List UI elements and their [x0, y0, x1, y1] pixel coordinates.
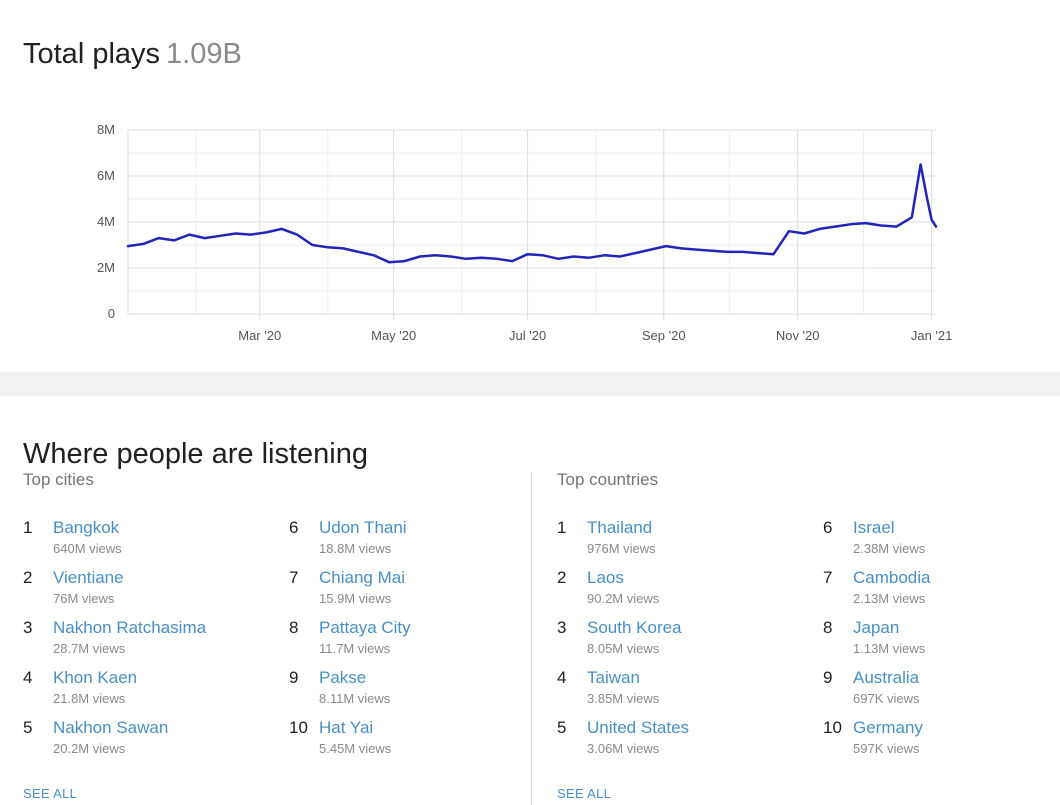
countries-rank: 2 [557, 568, 567, 587]
cities-views: 8.11M views [319, 691, 391, 706]
cities-name-link[interactable]: Nakhon Ratchasima [53, 618, 207, 637]
top-cities-title: Top cities [23, 470, 94, 489]
cities-rank: 9 [289, 668, 299, 687]
countries-name-link[interactable]: Taiwan [587, 668, 640, 687]
countries-views: 2.38M views [853, 541, 926, 556]
countries-views: 3.06M views [587, 741, 660, 756]
total-plays-value: 1.09B [166, 38, 242, 70]
countries-name-link[interactable]: Laos [587, 568, 624, 587]
countries-rank: 1 [557, 518, 567, 537]
y-tick-label: 8M [97, 122, 115, 137]
countries-views: 3.85M views [587, 691, 660, 706]
countries-rank: 6 [823, 518, 833, 537]
countries-rank: 5 [557, 718, 567, 737]
cities-rank: 2 [23, 568, 33, 587]
cities-rank: 1 [23, 518, 33, 537]
cities-rank: 6 [289, 518, 299, 537]
cities-rank: 5 [23, 718, 33, 737]
countries-views: 2.13M views [853, 591, 926, 606]
x-tick-label: Sep '20 [642, 328, 686, 343]
cities-name-link[interactable]: Pattaya City [319, 618, 411, 637]
cities-name-link[interactable]: Pakse [319, 668, 367, 687]
total-plays-label: Total plays [23, 38, 161, 70]
countries-rank: 9 [823, 668, 833, 687]
x-tick-label: Jul '20 [509, 328, 546, 343]
cities-rank: 3 [23, 618, 33, 637]
countries-name-link[interactable]: Australia [853, 668, 920, 687]
x-tick-label: Nov '20 [776, 328, 820, 343]
x-tick-label: May '20 [371, 328, 416, 343]
cities-name-link[interactable]: Hat Yai [319, 718, 374, 737]
countries-views: 90.2M views [587, 591, 660, 606]
x-tick-label: Mar '20 [238, 328, 281, 343]
x-tick-label: Jan '21 [911, 328, 953, 343]
countries-views: 8.05M views [587, 641, 660, 656]
countries-name-link[interactable]: South Korea [587, 618, 682, 637]
cities-views: 640M views [53, 541, 122, 556]
cities-name-link[interactable]: Nakhon Sawan [53, 718, 169, 737]
countries-views: 697K views [853, 691, 920, 706]
cities-views: 76M views [53, 591, 115, 606]
top-countries-title: Top countries [557, 470, 659, 489]
countries-views: 597K views [853, 741, 920, 756]
countries-name-link[interactable]: Cambodia [853, 568, 931, 587]
cities-views: 18.8M views [319, 541, 392, 556]
cities-see-all-link[interactable]: SEE ALL [23, 786, 78, 801]
countries-rank: 7 [823, 568, 833, 587]
countries-name-link[interactable]: Germany [853, 718, 923, 737]
cities-views: 15.9M views [319, 591, 392, 606]
cities-views: 20.2M views [53, 741, 126, 756]
countries-rank: 10 [823, 718, 842, 737]
where-listening-title: Where people are listening [23, 438, 368, 470]
y-tick-label: 6M [97, 168, 115, 183]
countries-name-link[interactable]: Israel [853, 518, 895, 537]
plays-line-chart: Mar '20 May '20 Jul '20 Sep '20 Nov '20 Jan '… [97, 122, 953, 343]
countries-name-link[interactable]: Japan [853, 618, 900, 637]
cities-name-link[interactable]: Udon Thani [319, 518, 407, 537]
y-tick-label: 4M [97, 214, 115, 229]
total-plays-heading: Total plays 1.09B [23, 36, 242, 72]
cities-views: 28.7M views [53, 641, 126, 656]
cities-rank: 4 [23, 668, 33, 687]
cities-views: 5.45M views [319, 741, 392, 756]
countries-see-all-link[interactable]: SEE ALL [557, 786, 612, 801]
countries-name-link[interactable]: United States [587, 718, 690, 737]
cities-rank: 8 [289, 618, 299, 637]
y-tick-label: 0 [108, 306, 115, 321]
cities-name-link[interactable]: Vientiane [53, 568, 124, 587]
countries-views: 1.13M views [853, 641, 926, 656]
section-separator [0, 372, 1060, 396]
cities-name-link[interactable]: Chiang Mai [319, 568, 405, 587]
cities-views: 11.7M views [319, 641, 391, 656]
countries-rank: 4 [557, 668, 567, 687]
y-tick-label: 2M [97, 260, 115, 275]
cities-rank: 10 [289, 718, 308, 737]
countries-rank: 3 [557, 618, 567, 637]
cities-rank: 7 [289, 568, 299, 587]
cities-views: 21.8M views [53, 691, 126, 706]
countries-rank: 8 [823, 618, 833, 637]
plays-series-line [126, 163, 938, 264]
countries-name-link[interactable]: Thailand [587, 518, 653, 537]
column-divider [531, 472, 532, 805]
countries-views: 976M views [587, 541, 656, 556]
cities-name-link[interactable]: Khon Kaen [53, 668, 138, 687]
cities-name-link[interactable]: Bangkok [53, 518, 120, 537]
